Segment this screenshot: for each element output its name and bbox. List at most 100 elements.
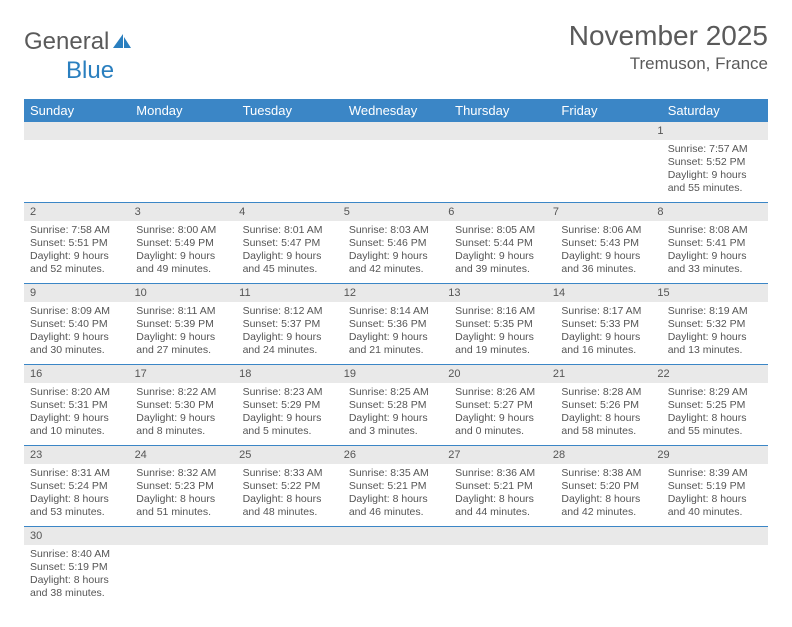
sunset-text: Sunset: 5:52 PM <box>668 156 762 169</box>
day2-text: and 44 minutes. <box>455 506 549 519</box>
day2-text: and 30 minutes. <box>30 344 124 357</box>
day-cell <box>555 140 661 202</box>
day2-text: and 16 minutes. <box>561 344 655 357</box>
sunrise-text: Sunrise: 8:16 AM <box>455 305 549 318</box>
daynum-row: 30 <box>24 527 768 545</box>
day1-text: Daylight: 8 hours <box>349 493 443 506</box>
logo-blue: Blue <box>66 57 114 84</box>
day-number: 18 <box>239 367 344 381</box>
sunrise-text: Sunrise: 8:22 AM <box>136 386 230 399</box>
day-number: 6 <box>448 205 553 219</box>
day-cell: Sunrise: 8:00 AMSunset: 5:49 PMDaylight:… <box>130 221 236 283</box>
sunrise-text: Sunrise: 8:25 AM <box>349 386 443 399</box>
day-cell <box>130 140 236 202</box>
location: Tremuson, France <box>569 54 768 74</box>
sunrise-text: Sunrise: 8:31 AM <box>30 467 124 480</box>
sunset-text: Sunset: 5:22 PM <box>243 480 337 493</box>
day-cell: Sunrise: 8:40 AMSunset: 5:19 PMDaylight:… <box>24 545 130 607</box>
sunset-text: Sunset: 5:47 PM <box>243 237 337 250</box>
sunset-text: Sunset: 5:30 PM <box>136 399 230 412</box>
day-number: 25 <box>239 448 344 462</box>
day1-text: Daylight: 9 hours <box>668 250 762 263</box>
day-number <box>344 124 449 138</box>
day-cell <box>24 140 130 202</box>
day-number: 27 <box>448 448 553 462</box>
day-number: 16 <box>30 367 135 381</box>
day-number: 3 <box>135 205 240 219</box>
day-number: 8 <box>657 205 762 219</box>
sunset-text: Sunset: 5:27 PM <box>455 399 549 412</box>
day-cell: Sunrise: 8:09 AMSunset: 5:40 PMDaylight:… <box>24 302 130 364</box>
week-row: Sunrise: 7:57 AMSunset: 5:52 PMDaylight:… <box>24 140 768 203</box>
sunrise-text: Sunrise: 8:40 AM <box>30 548 124 561</box>
day-number <box>30 124 135 138</box>
dayhead-mon: Monday <box>130 99 236 122</box>
day-number: 12 <box>344 286 449 300</box>
day-number: 26 <box>344 448 449 462</box>
day2-text: and 5 minutes. <box>243 425 337 438</box>
sunset-text: Sunset: 5:26 PM <box>561 399 655 412</box>
day1-text: Daylight: 9 hours <box>243 331 337 344</box>
day-number: 9 <box>30 286 135 300</box>
sunrise-text: Sunrise: 8:03 AM <box>349 224 443 237</box>
day2-text: and 13 minutes. <box>668 344 762 357</box>
day-number: 17 <box>135 367 240 381</box>
sunrise-text: Sunrise: 8:26 AM <box>455 386 549 399</box>
day-cell: Sunrise: 8:12 AMSunset: 5:37 PMDaylight:… <box>237 302 343 364</box>
week-row: Sunrise: 7:58 AMSunset: 5:51 PMDaylight:… <box>24 221 768 284</box>
day-cell: Sunrise: 8:20 AMSunset: 5:31 PMDaylight:… <box>24 383 130 445</box>
day-number: 4 <box>239 205 344 219</box>
day-cell <box>449 140 555 202</box>
day-number <box>239 529 344 543</box>
day1-text: Daylight: 8 hours <box>30 574 124 587</box>
day-cell: Sunrise: 8:23 AMSunset: 5:29 PMDaylight:… <box>237 383 343 445</box>
day-cell <box>555 545 661 607</box>
day-number: 11 <box>239 286 344 300</box>
sunrise-text: Sunrise: 8:33 AM <box>243 467 337 480</box>
sunset-text: Sunset: 5:23 PM <box>136 480 230 493</box>
day2-text: and 24 minutes. <box>243 344 337 357</box>
day2-text: and 52 minutes. <box>30 263 124 276</box>
day-header-row: Sunday Monday Tuesday Wednesday Thursday… <box>24 99 768 122</box>
sunset-text: Sunset: 5:36 PM <box>349 318 443 331</box>
day-number <box>239 124 344 138</box>
day1-text: Daylight: 8 hours <box>668 493 762 506</box>
day-cell: Sunrise: 8:32 AMSunset: 5:23 PMDaylight:… <box>130 464 236 526</box>
day-number <box>657 529 762 543</box>
day1-text: Daylight: 9 hours <box>30 250 124 263</box>
day-number <box>553 529 658 543</box>
sunset-text: Sunset: 5:39 PM <box>136 318 230 331</box>
sunset-text: Sunset: 5:35 PM <box>455 318 549 331</box>
sunrise-text: Sunrise: 7:58 AM <box>30 224 124 237</box>
day-number: 30 <box>30 529 135 543</box>
day1-text: Daylight: 9 hours <box>30 331 124 344</box>
day2-text: and 55 minutes. <box>668 425 762 438</box>
sail-icon <box>111 29 133 57</box>
day-cell: Sunrise: 8:28 AMSunset: 5:26 PMDaylight:… <box>555 383 661 445</box>
day2-text: and 36 minutes. <box>561 263 655 276</box>
day2-text: and 38 minutes. <box>30 587 124 600</box>
day1-text: Daylight: 9 hours <box>349 331 443 344</box>
sunrise-text: Sunrise: 8:35 AM <box>349 467 443 480</box>
day-cell: Sunrise: 8:22 AMSunset: 5:30 PMDaylight:… <box>130 383 236 445</box>
day1-text: Daylight: 9 hours <box>349 250 443 263</box>
sunrise-text: Sunrise: 8:23 AM <box>243 386 337 399</box>
day-cell <box>237 545 343 607</box>
day-number <box>135 124 240 138</box>
sunset-text: Sunset: 5:33 PM <box>561 318 655 331</box>
day-number: 13 <box>448 286 553 300</box>
day-cell <box>662 545 768 607</box>
sunrise-text: Sunrise: 8:20 AM <box>30 386 124 399</box>
day-number: 24 <box>135 448 240 462</box>
day2-text: and 53 minutes. <box>30 506 124 519</box>
day2-text: and 3 minutes. <box>349 425 443 438</box>
sunset-text: Sunset: 5:51 PM <box>30 237 124 250</box>
day2-text: and 45 minutes. <box>243 263 337 276</box>
day-cell: Sunrise: 8:14 AMSunset: 5:36 PMDaylight:… <box>343 302 449 364</box>
sunrise-text: Sunrise: 8:08 AM <box>668 224 762 237</box>
dayhead-sat: Saturday <box>662 99 768 122</box>
day2-text: and 40 minutes. <box>668 506 762 519</box>
day-number: 10 <box>135 286 240 300</box>
sunrise-text: Sunrise: 7:57 AM <box>668 143 762 156</box>
day2-text: and 39 minutes. <box>455 263 549 276</box>
